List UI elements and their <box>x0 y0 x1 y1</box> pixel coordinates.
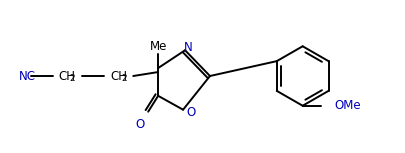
Text: Me: Me <box>149 40 167 53</box>
Text: 2: 2 <box>122 75 127 84</box>
Text: OMe: OMe <box>335 99 361 112</box>
Text: O: O <box>136 118 145 131</box>
Text: N: N <box>184 41 192 54</box>
Text: CH: CH <box>58 69 75 82</box>
Text: 2: 2 <box>70 75 75 84</box>
Text: O: O <box>186 106 196 119</box>
Text: NC: NC <box>19 69 36 82</box>
Text: CH: CH <box>110 69 127 82</box>
